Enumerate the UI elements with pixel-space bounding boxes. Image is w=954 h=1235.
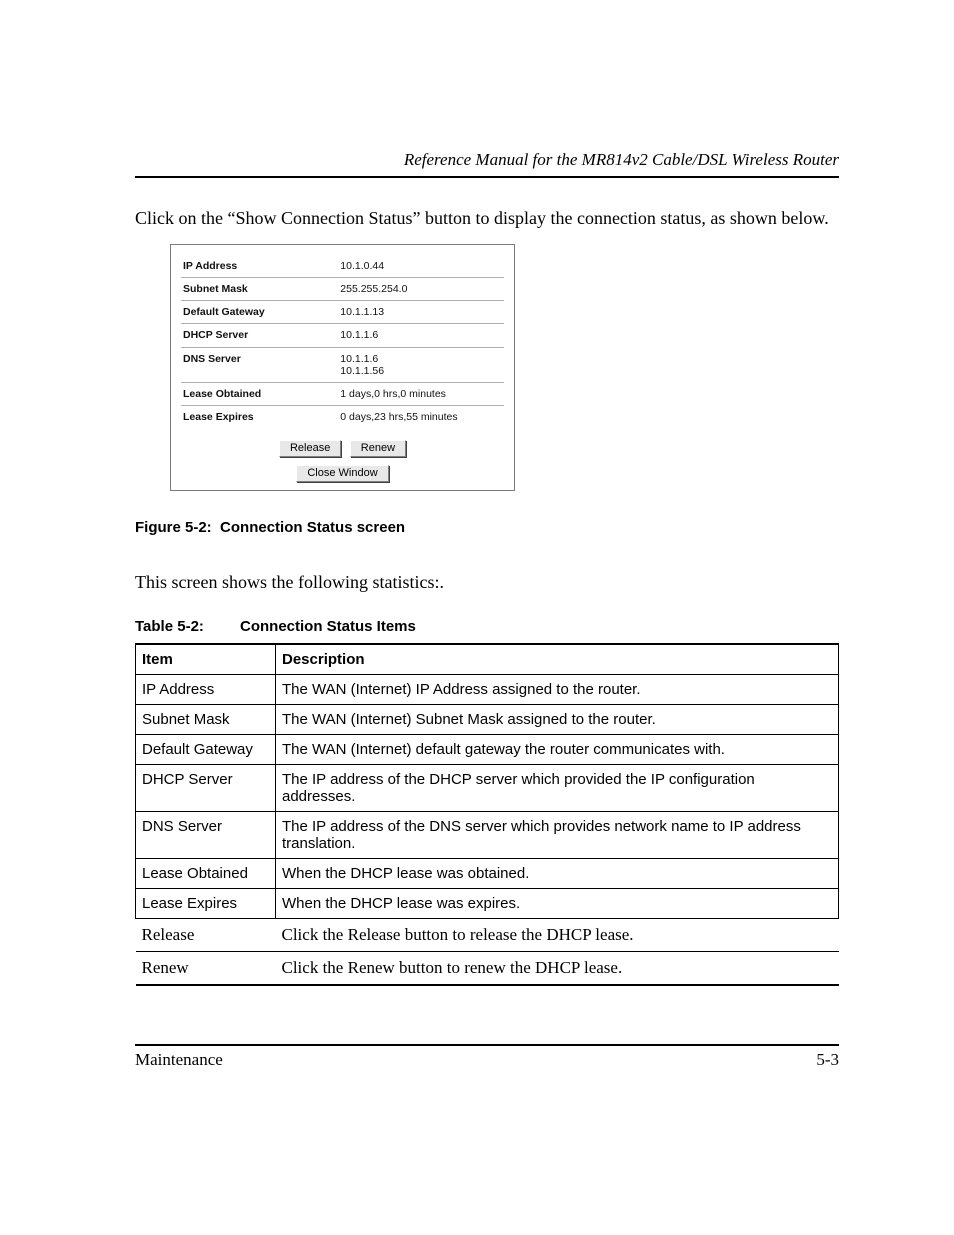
table-cell-desc: The IP address of the DNS server which p… [276,812,839,859]
table-cell-desc: Click the Renew button to renew the DHCP… [276,952,839,986]
table-cell-item: Renew [136,952,276,986]
status-value: 0 days,23 hrs,55 minutes [336,406,504,428]
status-value: 255.255.254.0 [336,278,504,300]
close-window-button[interactable]: Close Window [296,465,388,482]
connection-status-items-table: Item Description IP Address The WAN (Int… [135,643,839,986]
table-row: IP Address The WAN (Internet) IP Address… [136,675,839,705]
status-label: DHCP Server [181,324,336,346]
status-row: Default Gateway 10.1.1.13 [181,301,504,324]
status-label: IP Address [181,255,336,277]
table-row: Subnet Mask The WAN (Internet) Subnet Ma… [136,705,839,735]
lead-paragraph: This screen shows the following statisti… [135,570,839,594]
table-row: Default Gateway The WAN (Internet) defau… [136,735,839,765]
table-cell-item: Subnet Mask [136,705,276,735]
table-cell-item: Lease Obtained [136,859,276,889]
status-value: 10.1.1.6 [336,324,504,346]
status-value: 10.1.1.13 [336,301,504,323]
status-row: DNS Server 10.1.1.6 10.1.1.56 [181,348,504,383]
status-label: Subnet Mask [181,278,336,300]
table-header-description: Description [276,644,839,675]
figure-caption-text: Connection Status screen [220,519,405,536]
release-button[interactable]: Release [279,440,341,457]
status-row: DHCP Server 10.1.1.6 [181,324,504,347]
table-row: DHCP Server The IP address of the DHCP s… [136,765,839,812]
table-cell-desc: The IP address of the DHCP server which … [276,765,839,812]
table-cell-desc: When the DHCP lease was obtained. [276,859,839,889]
status-row: Lease Obtained 1 days,0 hrs,0 minutes [181,383,504,406]
table-row: Lease Obtained When the DHCP lease was o… [136,859,839,889]
table-caption-text: Connection Status Items [240,618,416,635]
figure-button-row: Release Renew [181,428,504,457]
footer-rule [135,1044,839,1046]
header-rule [135,176,839,178]
table-header-item: Item [136,644,276,675]
status-value: 10.1.0.44 [336,255,504,277]
figure-caption: Figure 5-2: Connection Status screen [135,519,839,536]
status-label: Lease Expires [181,406,336,428]
table-cell-item: Default Gateway [136,735,276,765]
table-cell-desc: When the DHCP lease was expires. [276,889,839,919]
connection-status-figure: IP Address 10.1.0.44 Subnet Mask 255.255… [170,244,515,491]
page-footer: Maintenance 5-3 [135,1044,839,1070]
status-table: IP Address 10.1.0.44 Subnet Mask 255.255… [181,255,504,428]
table-cell-desc: The WAN (Internet) Subnet Mask assigned … [276,705,839,735]
table-cell-item: DHCP Server [136,765,276,812]
table-row: DNS Server The IP address of the DNS ser… [136,812,839,859]
status-label: DNS Server [181,348,336,382]
table-cell-item: Release [136,919,276,952]
table-cell-item: IP Address [136,675,276,705]
status-value: 10.1.1.6 10.1.1.56 [336,348,504,382]
footer-section: Maintenance [135,1050,223,1070]
table-row: Release Click the Release button to rele… [136,919,839,952]
renew-button[interactable]: Renew [350,440,406,457]
status-row: Lease Expires 0 days,23 hrs,55 minutes [181,406,504,428]
intro-paragraph: Click on the “Show Connection Status” bu… [135,206,839,230]
table-row: Renew Click the Renew button to renew th… [136,952,839,986]
table-cell-item: DNS Server [136,812,276,859]
table-cell-item: Lease Expires [136,889,276,919]
table-header-row: Item Description [136,644,839,675]
status-label: Default Gateway [181,301,336,323]
figure-caption-number: Figure 5-2: [135,519,212,536]
running-header: Reference Manual for the MR814v2 Cable/D… [135,150,839,170]
table-caption-number: Table 5-2: [135,618,240,635]
table-cell-desc: The WAN (Internet) IP Address assigned t… [276,675,839,705]
figure-button-row: Close Window [181,457,504,482]
status-row: IP Address 10.1.0.44 [181,255,504,278]
status-value: 1 days,0 hrs,0 minutes [336,383,504,405]
table-cell-desc: The WAN (Internet) default gateway the r… [276,735,839,765]
status-label: Lease Obtained [181,383,336,405]
table-caption: Table 5-2:Connection Status Items [135,618,839,635]
status-row: Subnet Mask 255.255.254.0 [181,278,504,301]
footer-page-number: 5-3 [816,1050,839,1070]
table-row: Lease Expires When the DHCP lease was ex… [136,889,839,919]
table-cell-desc: Click the Release button to release the … [276,919,839,952]
